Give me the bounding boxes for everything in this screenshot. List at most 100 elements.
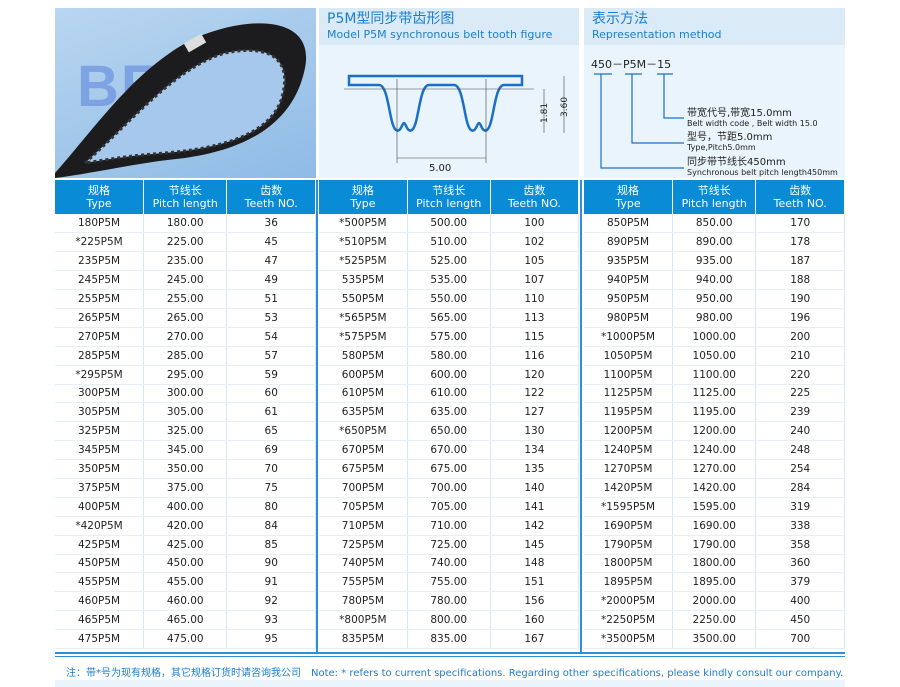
cell-pitch-length: 255.00 [143,289,228,309]
header-pitch-length: 节线长 Pitch length [143,180,228,214]
cell-teeth: 338 [755,516,845,536]
cell-pitch-length: 1240.00 [672,440,757,461]
cell-type: 635P5M [319,402,408,423]
cell-teeth: 105 [490,251,580,272]
cell-teeth: 59 [226,365,316,385]
cell-type: *2000P5M [584,591,674,612]
table-row: 465P5M 465.00 93 [55,610,316,631]
cell-type: 1690P5M [584,516,674,536]
table-row: 740P5M 740.00 148 [319,554,580,574]
pitch-dimension: 5.00 [429,163,451,174]
cell-teeth: 36 [226,214,316,234]
figure-title-en: Model P5M synchronous belt tooth figure [327,28,553,41]
table-row: 1270P5M 1270.00 254 [584,459,845,479]
cell-teeth: 47 [226,251,316,272]
table-row: 550P5M 550.00 110 [319,289,580,309]
table-row: 460P5M 460.00 92 [55,591,316,612]
cell-type: *510P5M [319,232,408,253]
table-row: 1200P5M 1200.00 240 [584,421,845,442]
cell-type: 450P5M [55,554,145,574]
cell-teeth: 141 [490,497,580,517]
cell-teeth: 110 [490,289,580,309]
cell-pitch-length: 710.00 [407,516,491,536]
cell-type: *500P5M [319,214,408,234]
cell-pitch-length: 705.00 [407,497,491,517]
cell-type: 600P5M [319,365,408,385]
cell-teeth: 122 [490,384,580,404]
cell-teeth: 70 [226,459,316,479]
table-row: *525P5M 525.00 105 [319,251,580,272]
cell-type: 535P5M [319,270,408,291]
table-row: 890P5M 890.00 178 [584,232,845,253]
cell-teeth: 100 [490,214,580,234]
cell-pitch-length: 670.00 [407,440,491,461]
cell-teeth: 49 [226,270,316,291]
cell-pitch-length: 935.00 [672,251,757,272]
cell-teeth: 196 [755,308,845,328]
cell-type: 700P5M [319,478,408,498]
cell-pitch-length: 450.00 [143,554,228,574]
cell-teeth: 379 [755,572,845,593]
cell-type: 400P5M [55,497,145,517]
cell-type: *575P5M [319,327,408,347]
cell-type: 1050P5M [584,346,674,366]
cell-teeth: 84 [226,516,316,536]
cell-pitch-length: 510.00 [407,232,491,253]
cell-pitch-length: 1125.00 [672,384,757,404]
cell-teeth: 319 [755,497,845,517]
cell-type: 1270P5M [584,459,674,479]
table-row: *565P5M 565.00 113 [319,308,580,328]
cell-type: 305P5M [55,402,145,423]
rep-title-en: Representation method [592,28,722,41]
cell-type: 1200P5M [584,421,674,442]
footer-note: 注：带*号为现有规格，其它规格订货时请咨询我公司 Note: * refers t… [66,668,844,679]
cell-type: 1100P5M [584,365,674,385]
cell-teeth: 254 [755,459,845,479]
cell-type: 710P5M [319,516,408,536]
table-row: 375P5M 375.00 75 [55,478,316,498]
cell-type: 265P5M [55,308,145,328]
cell-type: 345P5M [55,440,145,461]
table-row: *510P5M 510.00 102 [319,232,580,253]
header-teeth: 齿数 Teeth NO. [226,180,316,214]
divider [316,180,318,652]
cell-type: 300P5M [55,384,145,404]
cell-type: 1420P5M [584,478,674,498]
cell-teeth: 120 [490,365,580,385]
cell-teeth: 220 [755,365,845,385]
cell-teeth: 113 [490,308,580,328]
cell-type: *420P5M [55,516,145,536]
cell-pitch-length: 890.00 [672,232,757,253]
table-row: 535P5M 535.00 107 [319,270,580,291]
cell-pitch-length: 610.00 [407,384,491,404]
cell-teeth: 60 [226,384,316,404]
cell-teeth: 80 [226,497,316,517]
cell-teeth: 51 [226,289,316,309]
table-row: 950P5M 950.00 190 [584,289,845,309]
spec-table-1: 规格 Type 节线长 Pitch length 齿数 Teeth NO. 180P5M 18… [55,180,316,649]
table-header: 规格 Type 节线长 Pitch length 齿数 Teeth NO. [55,180,316,214]
table-row: 455P5M 455.00 91 [55,572,316,593]
table-row: 255P5M 255.00 51 [55,289,316,309]
spec-table-2: 规格 Type 节线长 Pitch length 齿数 Teeth NO. *500P5M 5… [319,180,580,649]
header-type: 规格 Type [55,180,145,214]
table-header: 规格 Type 节线长 Pitch length 齿数 Teeth NO. [319,180,580,214]
cell-pitch-length: 500.00 [407,214,491,234]
divider [580,180,582,652]
representation-panel: 表示方法 Representation method 450－P5M－15 带宽… [584,8,845,178]
cell-teeth: 45 [226,232,316,253]
table-row: *295P5M 295.00 59 [55,365,316,385]
table-row: 1050P5M 1050.00 210 [584,346,845,366]
cell-pitch-length: 345.00 [143,440,228,461]
table-row: *650P5M 650.00 130 [319,421,580,442]
cell-type: 550P5M [319,289,408,309]
cell-teeth: 54 [226,327,316,347]
table-row: 940P5M 940.00 188 [584,270,845,291]
cell-pitch-length: 525.00 [407,251,491,272]
rep-title-cn: 表示方法 [592,11,648,27]
cell-teeth: 69 [226,440,316,461]
cell-type: 1790P5M [584,535,674,555]
cell-pitch-length: 2250.00 [672,610,757,631]
tooth-height-dimension: 1.81 [540,103,550,123]
cell-pitch-length: 1800.00 [672,554,757,574]
